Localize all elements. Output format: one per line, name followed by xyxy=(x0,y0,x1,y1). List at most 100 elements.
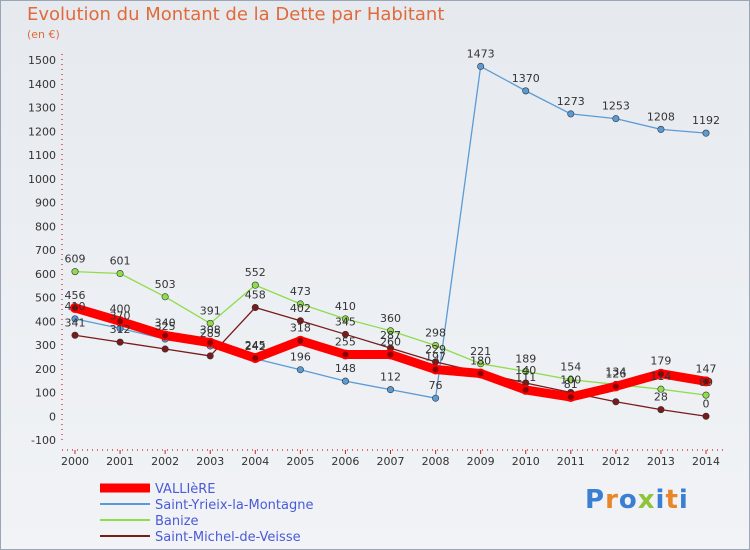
data-point xyxy=(296,300,304,308)
legend-label: VALLIèRE xyxy=(155,482,216,497)
data-label: 148 xyxy=(335,362,356,375)
data-point xyxy=(432,341,440,349)
data-point xyxy=(70,302,80,313)
data-label: 341 xyxy=(65,316,86,329)
data-point xyxy=(432,394,440,402)
data-label: 180 xyxy=(470,355,491,368)
y-tick-label: 300 xyxy=(35,339,56,352)
y-tick-label: 1100 xyxy=(28,149,56,162)
data-point xyxy=(386,386,394,394)
data-label: 391 xyxy=(200,304,221,317)
data-labels: 456 400 340 308 245 318 255 260 197 180 111 81 126 17… xyxy=(65,47,721,410)
data-label: 126 xyxy=(605,367,626,380)
data-label: 1370 xyxy=(512,72,540,85)
data-label: 229 xyxy=(425,343,446,356)
data-point xyxy=(206,319,214,327)
data-point xyxy=(567,376,575,384)
data-label: 609 xyxy=(65,253,86,266)
data-point xyxy=(71,315,79,323)
data-label: 221 xyxy=(470,345,491,358)
data-label: 312 xyxy=(110,323,131,336)
data-label: 76 xyxy=(429,379,443,392)
data-label: 189 xyxy=(515,352,536,365)
x-tick-label: 2007 xyxy=(377,455,405,468)
data-point xyxy=(71,268,79,276)
data-point xyxy=(610,381,621,392)
data-point xyxy=(477,360,485,368)
data-point xyxy=(567,110,575,118)
x-tick-label: 2001 xyxy=(106,455,134,468)
data-point xyxy=(341,315,349,323)
data-label: 473 xyxy=(290,285,311,298)
data-label: 1208 xyxy=(647,110,675,123)
legend: VALLIèRESaint-Yrieix-la-MontagneBanizeSa… xyxy=(100,482,313,545)
data-point xyxy=(295,335,306,346)
data-label: 196 xyxy=(290,351,311,364)
data-label: 114 xyxy=(650,370,671,383)
x-tick-label: 2002 xyxy=(151,455,179,468)
data-point xyxy=(522,367,530,375)
data-label: 197 xyxy=(425,350,446,363)
x-tick-label: 2000 xyxy=(61,455,89,468)
data-label: 458 xyxy=(245,288,266,301)
data-point xyxy=(251,303,259,311)
data-label: 245 xyxy=(245,339,266,352)
proxiti-logo: Proxiti xyxy=(585,485,689,515)
data-point xyxy=(340,349,351,360)
data-point xyxy=(612,115,620,123)
y-tick-label: 1400 xyxy=(28,78,56,91)
data-label: 1473 xyxy=(467,47,495,60)
data-point xyxy=(565,392,576,403)
data-label: 242 xyxy=(245,340,266,353)
data-label: 456 xyxy=(65,289,86,302)
x-tick-label: 2011 xyxy=(557,455,585,468)
data-point xyxy=(522,87,530,95)
data-point xyxy=(341,330,349,338)
data-label: 503 xyxy=(155,278,176,291)
y-tick-label: 1500 xyxy=(28,54,56,67)
x-tick-label: 2004 xyxy=(241,455,269,468)
data-point xyxy=(430,364,441,375)
data-label: 112 xyxy=(380,371,401,384)
y-tick-label: 1300 xyxy=(28,102,56,115)
data-label: 552 xyxy=(245,266,266,279)
y-tick-label: 0 xyxy=(49,410,56,423)
x-tick-label: 2010 xyxy=(512,455,540,468)
data-point xyxy=(475,368,486,379)
y-tick-label: 1200 xyxy=(28,125,56,138)
data-label: 147 xyxy=(696,362,717,375)
data-point xyxy=(657,406,665,414)
data-label: 360 xyxy=(380,312,401,325)
data-point xyxy=(701,376,711,387)
data-point xyxy=(341,377,349,385)
data-point xyxy=(116,270,124,278)
data-point xyxy=(702,412,710,420)
data-point xyxy=(520,384,531,395)
data-point xyxy=(71,331,79,339)
data-point xyxy=(250,353,261,364)
data-point xyxy=(612,398,620,406)
data-label: 1253 xyxy=(602,100,630,113)
y-tick-label: 800 xyxy=(35,220,56,233)
data-point xyxy=(386,327,394,335)
data-label: 400 xyxy=(110,302,131,315)
x-tick-label: 2013 xyxy=(647,455,675,468)
data-label: 340 xyxy=(155,317,176,330)
data-label: 28 xyxy=(654,391,668,404)
data-label: 410 xyxy=(335,300,356,313)
x-tick-label: 2008 xyxy=(422,455,450,468)
data-label: 154 xyxy=(560,361,581,374)
data-label: 0 xyxy=(703,397,710,410)
x-tick-label: 2014 xyxy=(692,455,720,468)
x-tick-label: 2006 xyxy=(331,455,359,468)
data-label: 134 xyxy=(605,365,626,378)
x-tick-label: 2012 xyxy=(602,455,630,468)
legend-label: Saint-Michel-de-Veisse xyxy=(155,530,301,545)
x-tick-label: 2005 xyxy=(286,455,314,468)
y-tick-label: 500 xyxy=(35,292,56,305)
data-label: 260 xyxy=(380,336,401,349)
data-label: 179 xyxy=(650,355,671,368)
data-label: 370 xyxy=(110,309,131,322)
data-point xyxy=(477,62,485,70)
